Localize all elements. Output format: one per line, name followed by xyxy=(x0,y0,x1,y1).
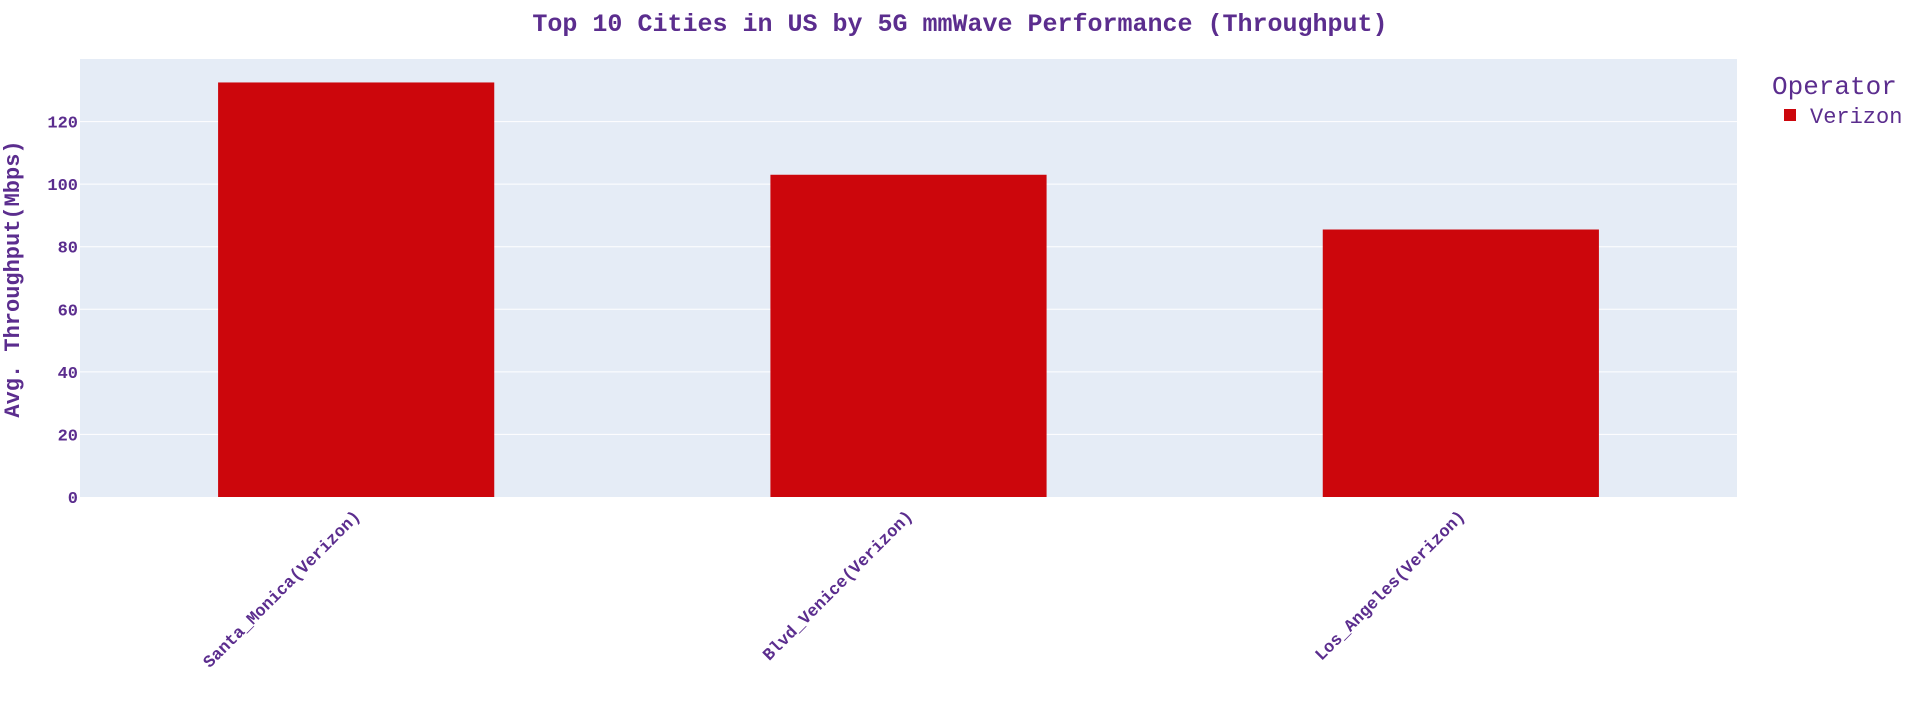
bar[interactable] xyxy=(218,82,495,497)
y-tick-label: 0 xyxy=(68,490,78,509)
legend-label[interactable]: Verizon xyxy=(1810,105,1902,130)
legend-swatch xyxy=(1784,109,1796,121)
y-tick-label: 60 xyxy=(58,302,78,321)
legend-items[interactable]: Verizon xyxy=(1784,105,1902,130)
y-tick-label: 80 xyxy=(58,240,78,259)
bar[interactable] xyxy=(1322,229,1599,497)
x-tick-label: Los_Angeles(Verizon) xyxy=(1312,508,1470,666)
x-tick-label: Santa_Monica(Verizon) xyxy=(200,508,365,673)
y-tick-label: 120 xyxy=(47,115,78,134)
x-axis-ticks: Santa_Monica(Verizon) Blvd_Venice(Verizon… xyxy=(200,508,1470,673)
y-axis-ticks: 0 20 40 60 80 100 120 xyxy=(47,115,78,509)
y-tick-label: 100 xyxy=(47,177,78,196)
y-axis-label: Avg. Throughput(Mbps) xyxy=(1,140,26,417)
chart-title: Top 10 Cities in US by 5G mmWave Perform… xyxy=(532,10,1387,39)
bars[interactable] xyxy=(218,82,1599,497)
legend[interactable]: Operator Verizon xyxy=(1772,72,1902,130)
bar[interactable] xyxy=(770,174,1047,497)
y-tick-label: 40 xyxy=(58,365,78,384)
y-tick-label: 20 xyxy=(58,427,78,446)
x-tick-label: Blvd_Venice(Verizon) xyxy=(760,508,918,666)
legend-title: Operator xyxy=(1772,72,1897,102)
